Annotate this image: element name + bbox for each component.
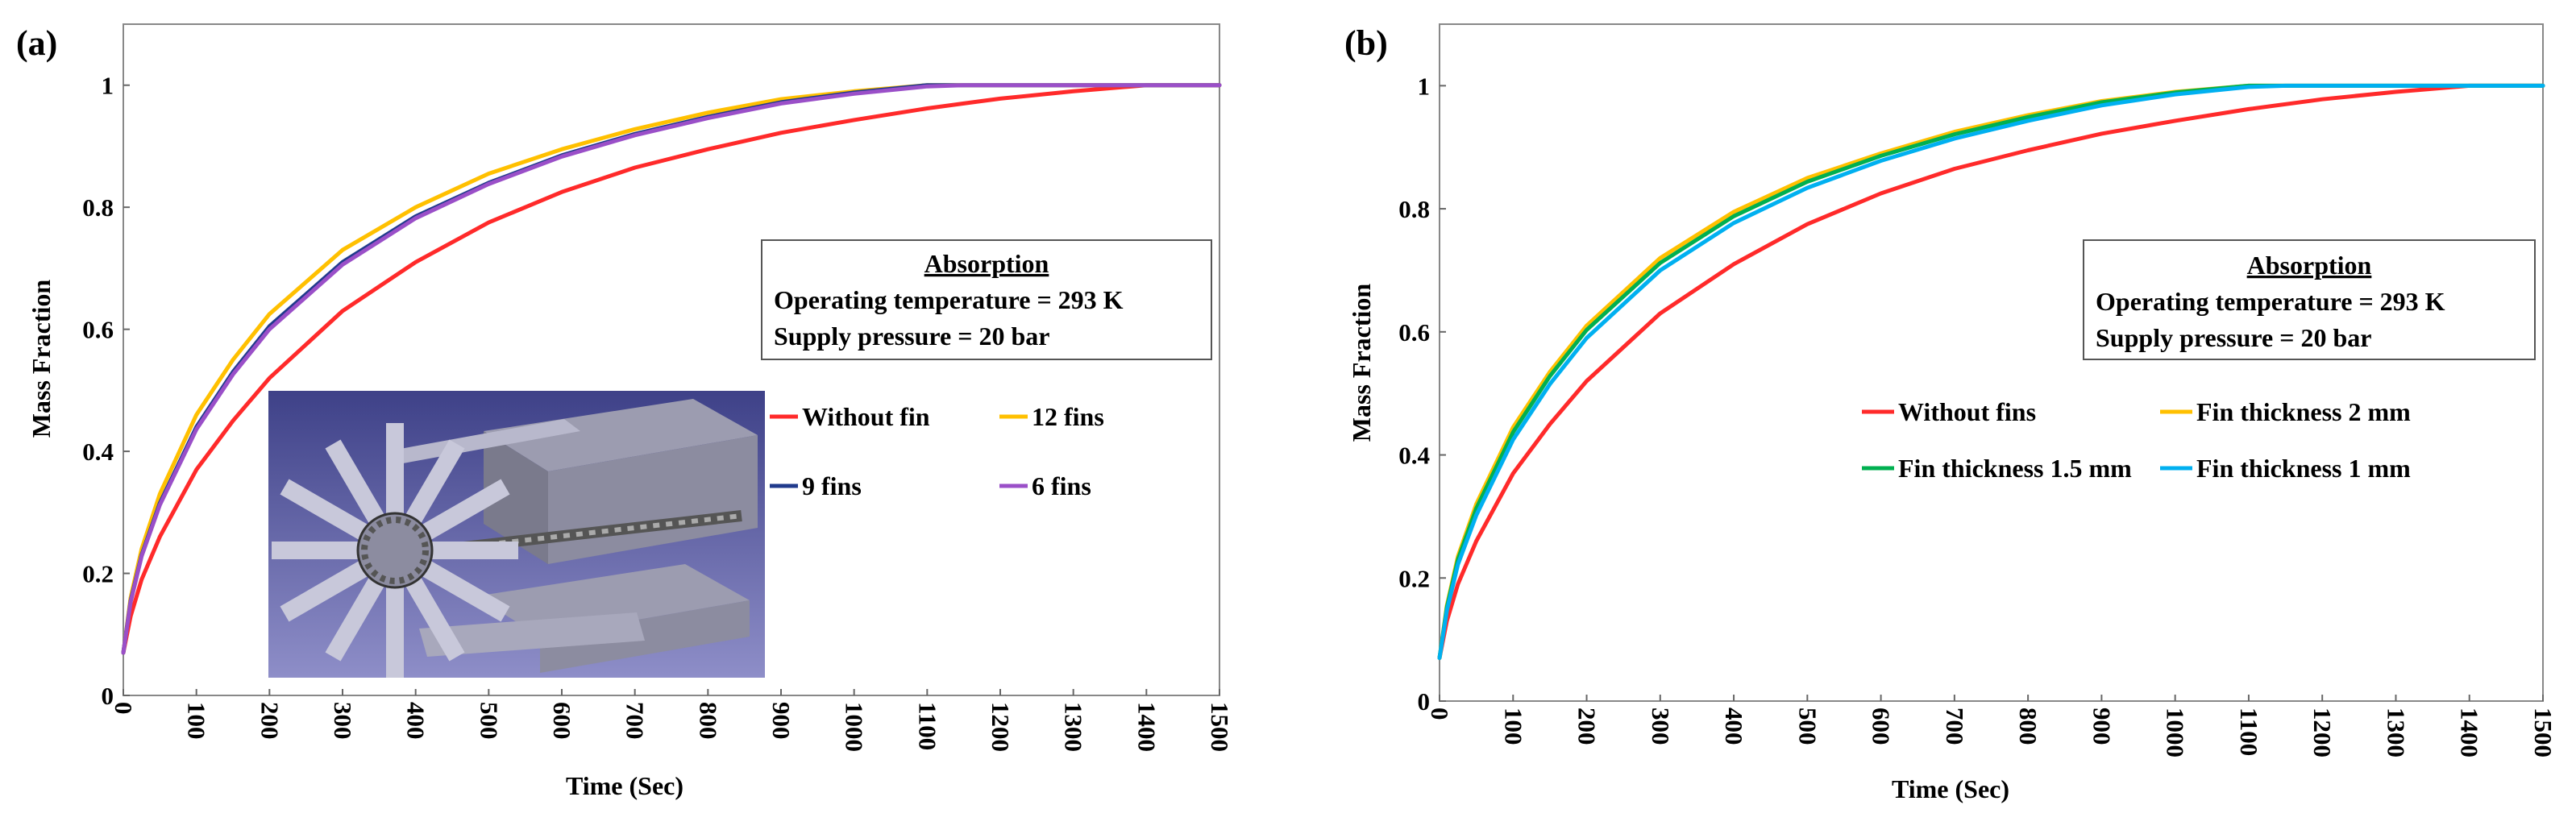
info-box-b: Absorption Operating temperature = 293 K… xyxy=(2083,239,2536,360)
info-box-title-b: Absorption xyxy=(2247,251,2372,280)
x-tick-label-b-7: 700 xyxy=(1941,708,1969,745)
legend-item-a-3: 6 fins xyxy=(999,471,1091,500)
series-line-b-2 xyxy=(1437,83,2545,660)
x-tick-label-b-4: 400 xyxy=(1720,708,1748,745)
legend-item-b-1: Fin thickness 2 mm xyxy=(2160,397,2411,426)
legend-b: Without fins Fin thickness 2 mm Fin thic… xyxy=(1862,397,2411,483)
x-tick-label-a-14: 1400 xyxy=(1132,702,1161,752)
legend-item-b-3: Fin thickness 1 mm xyxy=(2160,454,2411,483)
x-tick-label-a-13: 1300 xyxy=(1060,702,1088,752)
x-tick-label-b-2: 200 xyxy=(1573,708,1602,745)
info-box-a: Absorption Operating temperature = 293 K… xyxy=(761,239,1212,360)
x-tick-label-a-2: 200 xyxy=(256,702,284,740)
panel-b: (b) Mass Fraction Time (Sec) 00.20.40.60… xyxy=(1344,23,2557,803)
panel-label-a: (a) xyxy=(16,23,57,63)
info-box-frame-b xyxy=(2083,239,2536,360)
x-tick-label-a-9: 900 xyxy=(767,702,796,740)
info-box-line2-b: Supply pressure = 20 bar xyxy=(2096,323,2371,352)
series-line-b-3 xyxy=(1437,83,2545,660)
x-tick-label-b-12: 1200 xyxy=(2308,708,2337,757)
plot-frame-b xyxy=(1439,23,2544,702)
x-tick-label-b-1: 100 xyxy=(1499,708,1527,745)
x-tick-label-a-0: 0 xyxy=(110,702,138,715)
y-tick-label-b-0: 0 xyxy=(1418,687,1431,716)
x-tick-label-a-12: 1200 xyxy=(987,702,1015,752)
legend-label-a-1: 12 fins xyxy=(1032,402,1104,431)
x-tick-label-a-15: 1500 xyxy=(1206,702,1234,752)
legend-label-a-3: 6 fins xyxy=(1032,471,1091,500)
info-box-frame-a xyxy=(761,239,1212,360)
y-tick-label-a-5: 1 xyxy=(102,72,114,100)
series-line-b-1 xyxy=(1437,83,2545,660)
x-tick-label-a-7: 700 xyxy=(621,702,650,740)
y-tick-label-a-4: 0.8 xyxy=(82,193,114,222)
legend-a: Without fin 12 fins 9 fins 6 fins xyxy=(770,402,1104,500)
series-b xyxy=(1437,83,2545,660)
legend-label-b-1: Fin thickness 2 mm xyxy=(2196,397,2411,426)
series-line-b-0 xyxy=(1437,83,2545,660)
x-tick-label-b-13: 1300 xyxy=(2382,708,2410,757)
legend-item-a-1: 12 fins xyxy=(999,402,1104,431)
x-tick-label-a-4: 400 xyxy=(402,702,430,740)
legend-item-b-0: Without fins xyxy=(1862,397,2036,426)
series-line-a-0 xyxy=(121,83,1222,655)
series-line-a-3 xyxy=(121,83,1222,655)
legend-label-b-3: Fin thickness 1 mm xyxy=(2196,454,2411,483)
legend-item-a-0: Without fin xyxy=(770,402,930,431)
axes-b: 0 0.2 0.4 0.6 0.8 1 0 100 200 300 400 500 600 700 800 9… xyxy=(1398,23,2557,757)
y-tick-label-b-1: 0.2 xyxy=(1398,564,1430,592)
legend-label-a-2: 9 fins xyxy=(802,471,862,500)
x-tick-label-a-8: 800 xyxy=(694,702,722,740)
x-tick-label-b-11: 1100 xyxy=(2235,708,2263,756)
legend-item-a-2: 9 fins xyxy=(770,471,862,500)
info-box-line1-b: Operating temperature = 293 K xyxy=(2096,287,2445,316)
x-tick-label-b-14: 1400 xyxy=(2456,708,2484,757)
series-a xyxy=(121,83,1222,655)
legend-item-b-2: Fin thickness 1.5 mm xyxy=(1862,454,2132,483)
legend-label-b-0: Without fins xyxy=(1898,397,2036,426)
x-tick-label-b-3: 300 xyxy=(1647,708,1675,745)
fin-geometry-inset xyxy=(268,391,765,678)
info-box-line2-a: Supply pressure = 20 bar xyxy=(774,322,1049,351)
y-tick-label-a-3: 0.6 xyxy=(82,316,114,344)
x-tick-label-b-10: 1000 xyxy=(2162,708,2190,757)
y-axis-label-a: Mass Fraction xyxy=(27,280,56,438)
x-tick-label-b-8: 800 xyxy=(2014,708,2042,745)
x-tick-label-a-6: 600 xyxy=(548,702,576,740)
info-box-line1-a: Operating temperature = 293 K xyxy=(774,285,1124,314)
x-tick-label-b-15: 1500 xyxy=(2529,708,2557,757)
y-tick-label-b-4: 0.8 xyxy=(1398,195,1430,223)
x-tick-label-a-5: 500 xyxy=(475,702,503,740)
y-tick-label-a-1: 0.2 xyxy=(82,560,114,588)
y-tick-label-b-2: 0.4 xyxy=(1398,442,1430,470)
x-tick-label-b-6: 600 xyxy=(1868,708,1896,745)
x-tick-label-a-1: 100 xyxy=(183,702,211,740)
x-tick-label-a-3: 300 xyxy=(329,702,357,740)
x-tick-label-b-9: 900 xyxy=(2088,708,2116,745)
legend-label-a-0: Without fin xyxy=(802,402,930,431)
y-tick-label-b-5: 1 xyxy=(1418,72,1431,100)
x-tick-label-b-0: 0 xyxy=(1426,708,1454,720)
x-tick-label-a-10: 1000 xyxy=(841,702,869,752)
plot-frame-a xyxy=(123,23,1220,696)
info-box-title-a: Absorption xyxy=(924,249,1049,278)
y-tick-label-a-2: 0.4 xyxy=(82,438,114,466)
panel-a: (a) Mass Fraction Time (Sec) 00.20.40.60… xyxy=(16,23,1234,800)
x-tick-label-b-5: 500 xyxy=(1793,708,1822,745)
x-axis-label-a: Time (Sec) xyxy=(566,771,683,800)
x-axis-label-b: Time (Sec) xyxy=(1892,774,2009,803)
panel-label-b: (b) xyxy=(1344,23,1388,63)
legend-label-b-2: Fin thickness 1.5 mm xyxy=(1898,454,2132,483)
y-axis-label-b: Mass Fraction xyxy=(1347,284,1376,442)
y-tick-label-b-3: 0.6 xyxy=(1398,318,1430,347)
axes-a: 0 0.2 0.4 0.6 0.8 1 0 100 200 300 400 500 600 700 800 9… xyxy=(82,23,1234,752)
x-tick-label-a-11: 1100 xyxy=(913,702,941,750)
y-tick-label-a-0: 0 xyxy=(102,682,114,710)
